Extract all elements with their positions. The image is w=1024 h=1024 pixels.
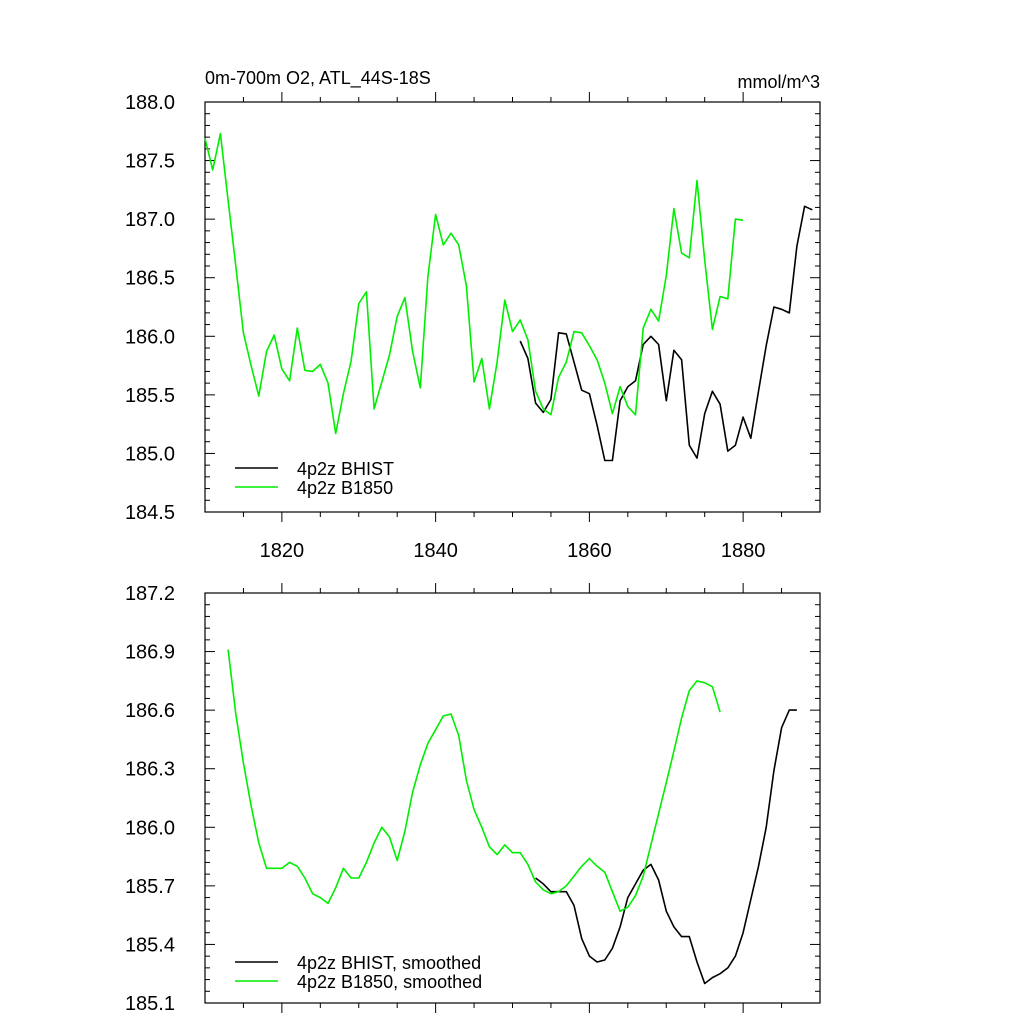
series-line-bhist <box>535 709 797 985</box>
top-chart-title: 0m-700m O2, ATL_44S-18S <box>205 68 431 89</box>
legend-label: 4p2z B1850, smoothed <box>297 972 482 992</box>
y-tick-label: 185.7 <box>125 876 175 898</box>
y-tick-label: 186.9 <box>125 642 175 664</box>
legend-label: 4p2z BHIST, smoothed <box>297 953 481 973</box>
x-tick-label: 1820 <box>260 540 305 562</box>
y-tick-label: 185.4 <box>125 934 175 956</box>
y-tick-label: 187.0 <box>125 209 175 231</box>
y-tick-label: 186.6 <box>125 700 175 722</box>
top-chart-units: mmol/m^3 <box>738 72 820 92</box>
y-tick-label: 187.5 <box>125 151 175 173</box>
bottom-x-axis <box>242 583 783 1013</box>
top-y-axis: 184.5 185.0 185.5 186.0 186.5 187.0 187.5 188.0 <box>125 92 820 524</box>
x-tick-label: 1840 <box>413 540 458 562</box>
bottom-panel: 185.1 185.4 185.7 186.0 186.3 186.6 186.9 187.2… <box>125 583 821 1015</box>
series-line-b1850 <box>227 649 721 913</box>
top-series-lines <box>204 132 813 462</box>
y-tick-label: 184.5 <box>125 502 175 524</box>
bottom-plot-frame <box>204 592 821 1004</box>
series-line-bhist <box>519 205 813 462</box>
y-tick-label: 185.0 <box>125 443 175 465</box>
legend-label: 4p2z BHIST <box>297 459 394 479</box>
top-x-axis: 1820 1840 1860 1880 <box>242 92 783 562</box>
x-tick-label: 1860 <box>567 540 612 562</box>
legend-label: 4p2z B1850 <box>297 478 393 498</box>
bottom-y-axis: 185.1 185.4 185.7 186.0 186.3 186.6 186.9 187.2 <box>125 583 820 1015</box>
top-panel: 0m-700m O2, ATL_44S-18S mmol/m^3 184.518… <box>125 68 821 562</box>
y-tick-label: 187.2 <box>125 583 175 605</box>
y-tick-label: 185.5 <box>125 385 175 407</box>
y-tick-label: 185.1 <box>125 993 175 1015</box>
y-tick-label: 186.5 <box>125 268 175 290</box>
x-tick-label: 1880 <box>721 540 766 562</box>
y-tick-label: 188.0 <box>125 92 175 114</box>
y-tick-label: 186.0 <box>125 817 175 839</box>
series-line-b1850 <box>204 132 744 435</box>
bottom-series-lines <box>227 649 797 985</box>
y-tick-label: 186.0 <box>125 326 175 348</box>
y-tick-label: 186.3 <box>125 759 175 781</box>
